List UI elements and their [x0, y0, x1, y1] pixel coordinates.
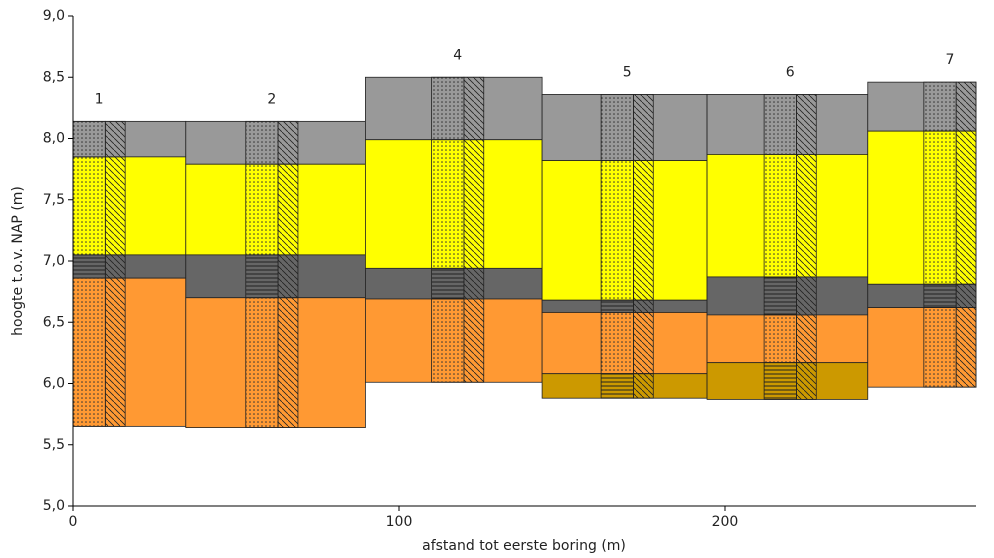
- boring-strip: [633, 161, 653, 301]
- boring-strip: [956, 82, 976, 131]
- x-tick-label: 0: [69, 514, 78, 530]
- boring-layer: [601, 161, 633, 301]
- x-tick-label: 200: [712, 514, 739, 530]
- boring-strip: [278, 298, 298, 428]
- boring-layer: [764, 94, 796, 154]
- y-tick-label: 5,0: [43, 498, 65, 514]
- boring-strip: [278, 164, 298, 255]
- y-tick-label: 6,5: [43, 314, 65, 330]
- boring-layer: [73, 255, 105, 278]
- boring-strip: [796, 363, 816, 400]
- boring-layer: [73, 121, 105, 157]
- boring-layer: [764, 363, 796, 400]
- boring-strip: [105, 255, 125, 278]
- y-tick-label: 8,5: [43, 69, 65, 85]
- boring-strip: [464, 77, 484, 139]
- boring-strip: [633, 94, 653, 160]
- boring-layer: [432, 299, 464, 382]
- boring-label: 4: [453, 47, 462, 63]
- boring-layer: [432, 77, 464, 139]
- boring-label: 1: [95, 91, 104, 107]
- y-axis-label: hoogte t.o.v. NAP (m): [10, 186, 26, 336]
- boring-layer: [924, 284, 956, 307]
- y-tick-label: 5,5: [43, 437, 65, 453]
- boring-strip: [105, 278, 125, 426]
- boring-label: 5: [623, 64, 632, 80]
- y-tick-label: 7,0: [43, 253, 65, 269]
- boring-layer: [432, 140, 464, 269]
- boring-layer: [246, 121, 278, 164]
- chart: hoogte t.o.v. NAP (m) afstand tot eerste…: [0, 0, 994, 558]
- y-tick-label: 6,0: [43, 376, 65, 392]
- boring-strip: [105, 157, 125, 255]
- boring-strip: [633, 300, 653, 312]
- boring-strip: [796, 277, 816, 315]
- boring-strip: [796, 315, 816, 363]
- boring-strip: [956, 284, 976, 307]
- boring-layer: [764, 154, 796, 276]
- boring-strip: [633, 374, 653, 399]
- boring-layer: [601, 312, 633, 373]
- boring-strip: [796, 154, 816, 276]
- boring-layer: [601, 374, 633, 399]
- boring-layer: [601, 300, 633, 312]
- boring-strip: [464, 268, 484, 299]
- boring-layer: [924, 131, 956, 284]
- x-tick-label: 100: [386, 514, 413, 530]
- boring-strip: [956, 131, 976, 284]
- boring-strip: [278, 255, 298, 298]
- boring-layer: [246, 298, 278, 428]
- y-tick-label: 7,5: [43, 192, 65, 208]
- y-tick-label: 8,0: [43, 131, 65, 147]
- boring-strip: [464, 140, 484, 269]
- boring-strip: [956, 308, 976, 388]
- x-axis-label: afstand tot eerste boring (m): [422, 538, 626, 554]
- boring-layer: [246, 164, 278, 255]
- boring-layer: [601, 94, 633, 160]
- y-tick-label: 9,0: [43, 8, 65, 24]
- boring-label: 6: [786, 64, 795, 80]
- boring-layer: [73, 278, 105, 426]
- boring-strip: [105, 121, 125, 157]
- boring-layer: [73, 157, 105, 255]
- boring-label: 7: [945, 52, 954, 68]
- boring-strip: [796, 94, 816, 154]
- boring-layer: [924, 308, 956, 388]
- boring-label: 2: [267, 91, 276, 107]
- boring-layer: [764, 315, 796, 363]
- boring-strip: [633, 312, 653, 373]
- boring-layer: [246, 255, 278, 298]
- boring-strip: [278, 121, 298, 164]
- boring-layer: [924, 82, 956, 131]
- boring-layer: [764, 277, 796, 315]
- boring-layer: [432, 268, 464, 299]
- boring-strip: [464, 299, 484, 382]
